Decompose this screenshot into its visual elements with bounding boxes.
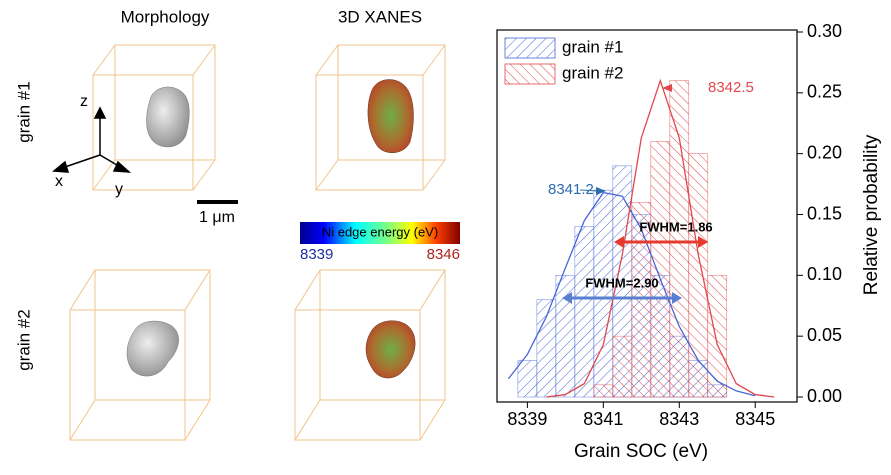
box-edge	[93, 45, 115, 75]
axis-letter: z	[80, 93, 88, 110]
box-edge	[193, 160, 215, 190]
annotation: 8341.2	[548, 181, 594, 198]
box-edge	[185, 270, 210, 310]
x-tick-label: 8341	[583, 409, 623, 429]
box-edge	[70, 400, 95, 440]
x-tick-label: 8339	[507, 409, 547, 429]
x-tick-label: 8343	[659, 409, 699, 429]
histogram-bar	[594, 385, 613, 397]
box-edge	[316, 160, 338, 190]
colorbar-max: 8346	[427, 246, 460, 263]
legend-label: grain #1	[562, 37, 623, 56]
axes-triad	[54, 108, 129, 172]
y-tick-label: 0.05	[807, 325, 842, 345]
scale-bar-label: 1 μm	[199, 209, 235, 226]
histogram-bar	[556, 275, 575, 397]
box-edge	[420, 270, 445, 310]
annotation: FWHM=1.86	[639, 219, 712, 234]
box-edge	[423, 45, 445, 75]
row-label: grain #2	[14, 309, 33, 370]
x-tick-label: 8345	[735, 409, 775, 429]
y-axis-label: Relative probability	[861, 134, 882, 295]
x-axis-label: Grain SOC (eV)	[574, 441, 708, 462]
histogram-bar	[651, 142, 670, 398]
histogram-bar	[708, 275, 727, 397]
grain-xanes	[368, 80, 414, 153]
box-edge	[70, 270, 95, 310]
axis-letter: y	[115, 181, 123, 198]
y-tick-label: 0.00	[807, 386, 842, 406]
box-edge	[423, 160, 445, 190]
plot	[508, 81, 774, 397]
colorbar-label: Ni edge energy (eV)	[322, 224, 438, 239]
box-edge	[295, 400, 320, 440]
y-tick-label: 0.10	[807, 264, 842, 284]
box-edge	[185, 400, 210, 440]
box-edge	[295, 270, 320, 310]
grain-xanes	[366, 321, 415, 378]
annotation: 8342.5	[708, 79, 754, 96]
histogram-bar	[594, 190, 613, 397]
legend-label: grain #2	[562, 63, 623, 82]
box-edge	[193, 45, 215, 75]
legend-swatch	[505, 38, 555, 58]
histogram-bar	[518, 361, 537, 398]
legend-swatch	[505, 64, 555, 84]
box-edge	[316, 45, 338, 75]
row-label: grain #1	[14, 81, 33, 142]
column-title: Morphology	[121, 7, 210, 26]
box-edge	[93, 160, 115, 190]
y-tick-label: 0.20	[807, 142, 842, 162]
axis-letter: x	[55, 173, 63, 190]
column-title: 3D XANES	[338, 7, 422, 26]
annotation: FWHM=2.90	[585, 275, 658, 290]
y-tick-label: 0.25	[807, 82, 842, 102]
colorbar-min: 8339	[300, 246, 333, 263]
grain-morphology	[127, 321, 179, 376]
grain-morphology	[147, 87, 190, 147]
histogram-bar	[670, 81, 689, 397]
y-tick-label: 0.30	[807, 21, 842, 41]
histogram-bar	[613, 336, 632, 397]
histogram-bar	[537, 300, 556, 397]
figure: Morphology 3D XANES grain #1 grain #2 z …	[0, 0, 891, 470]
box-edge	[420, 400, 445, 440]
y-tick-label: 0.15	[807, 203, 842, 223]
